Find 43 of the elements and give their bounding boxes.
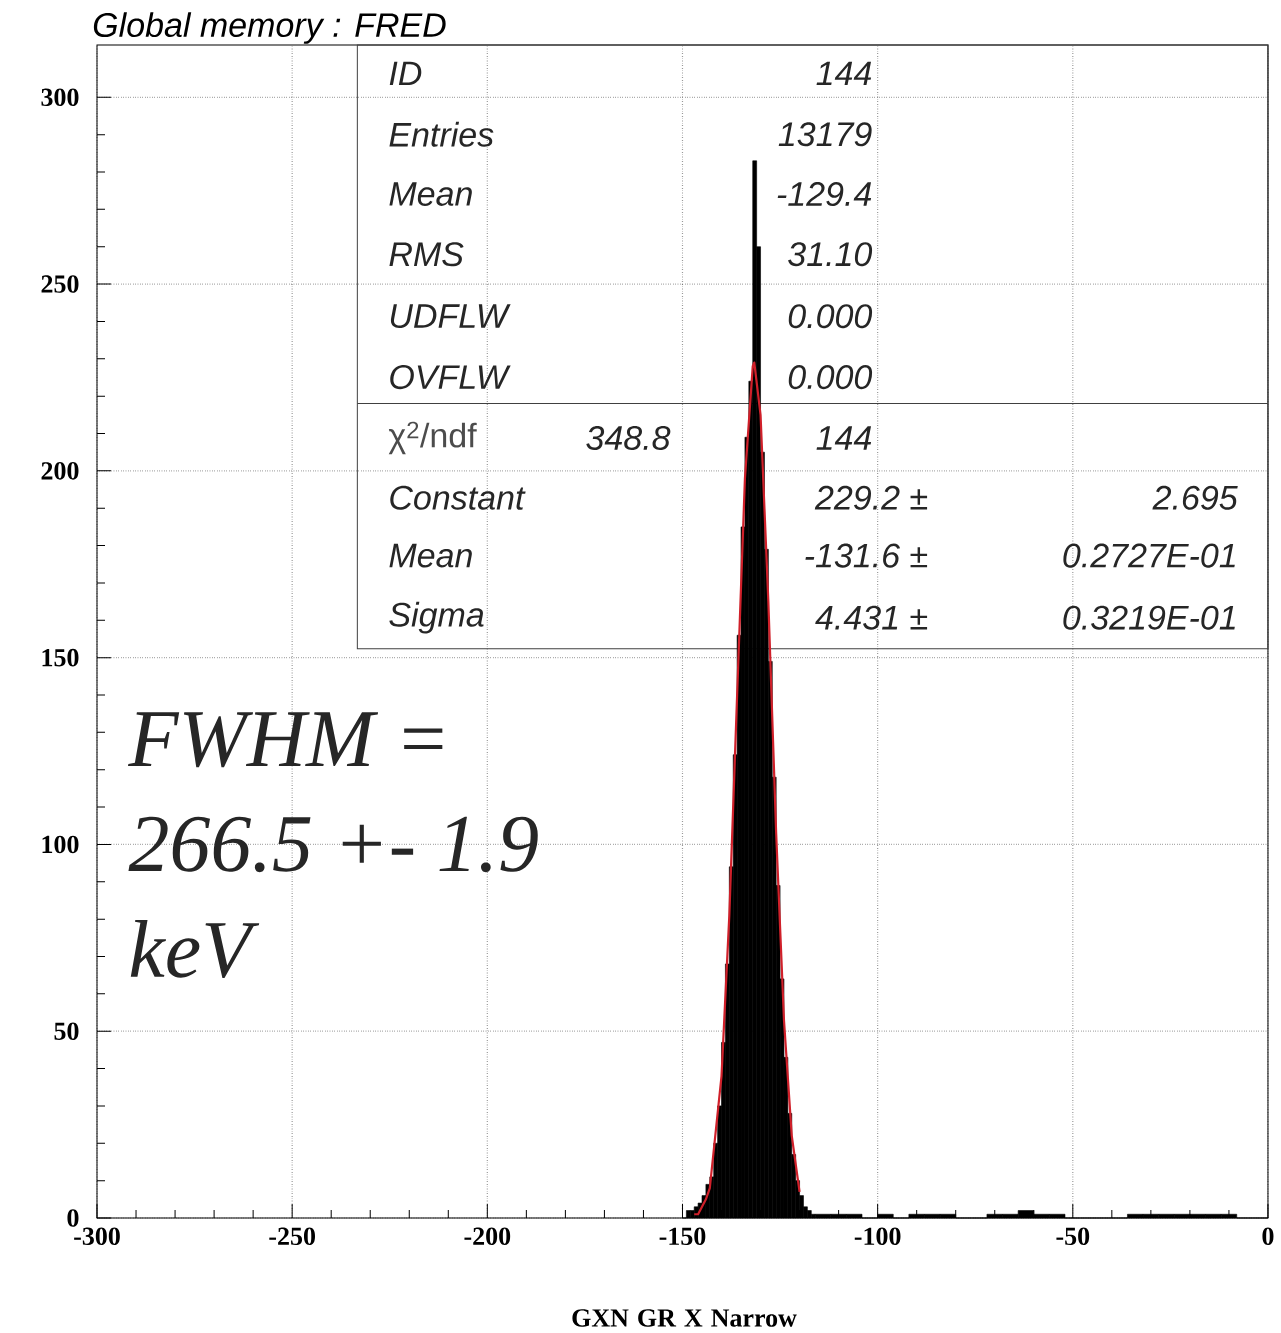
x-tick-label: -50 <box>1056 1227 1090 1246</box>
annotation: -129.4 <box>777 182 872 207</box>
annotation: χ$^{2}$/ndf <box>388 421 477 455</box>
annotation: OVFLW <box>390 365 511 390</box>
annotation: 229.2 ± <box>814 485 928 510</box>
annotation: FWHM = <box>127 712 443 768</box>
annotation: 144 <box>816 426 872 450</box>
x-tick-label: 0 <box>1262 1227 1274 1246</box>
annotation: 0.3219E-01 <box>1063 605 1235 630</box>
annotation: Mean <box>389 182 472 206</box>
annotation: UDFLW <box>390 304 511 329</box>
annotation: 266.5 +- 1.9 <box>128 816 538 873</box>
x-tick-label: -100 <box>854 1227 901 1246</box>
y-tick-label: 100 <box>42 835 79 854</box>
y-tick-label: 200 <box>41 462 79 480</box>
annotation: 31.10 <box>788 242 873 267</box>
annotation: 0.2727E-01 <box>1063 543 1235 568</box>
annotation: 348.8 <box>586 425 671 451</box>
annotation: 4.431 ± <box>815 605 928 630</box>
annotation: 144 <box>816 61 872 86</box>
chart-title: Global memory : FRED <box>93 12 446 44</box>
annotation: Constant <box>390 485 526 510</box>
annotation: Entries <box>389 121 494 147</box>
annotation: Sigma <box>389 601 484 634</box>
y-tick-label: 50 <box>54 1022 79 1040</box>
y-tick-label: 300 <box>41 88 79 107</box>
annotation: -131.6 ± <box>805 543 928 568</box>
annotation: 0.000 <box>788 304 873 329</box>
y-tick-label: 150 <box>42 648 79 667</box>
annotation: Mean <box>389 543 472 568</box>
x-axis-title: GXN GR X Narrow <box>572 1309 797 1327</box>
x-tick-label: -250 <box>269 1227 315 1246</box>
y-tick-label: 0 <box>67 1209 79 1227</box>
y-tick-label: 250 <box>41 275 79 293</box>
annotation: 2.695 <box>1152 485 1238 510</box>
annotation: RMS <box>389 242 464 267</box>
x-tick-label: -300 <box>74 1227 120 1246</box>
annotation: 13179 <box>778 122 872 147</box>
annotation: keV <box>130 919 260 979</box>
x-tick-label: -200 <box>464 1227 511 1246</box>
annotation: ID <box>389 61 422 86</box>
annotation: 0.000 <box>788 365 873 390</box>
x-tick-label: -150 <box>659 1227 706 1246</box>
